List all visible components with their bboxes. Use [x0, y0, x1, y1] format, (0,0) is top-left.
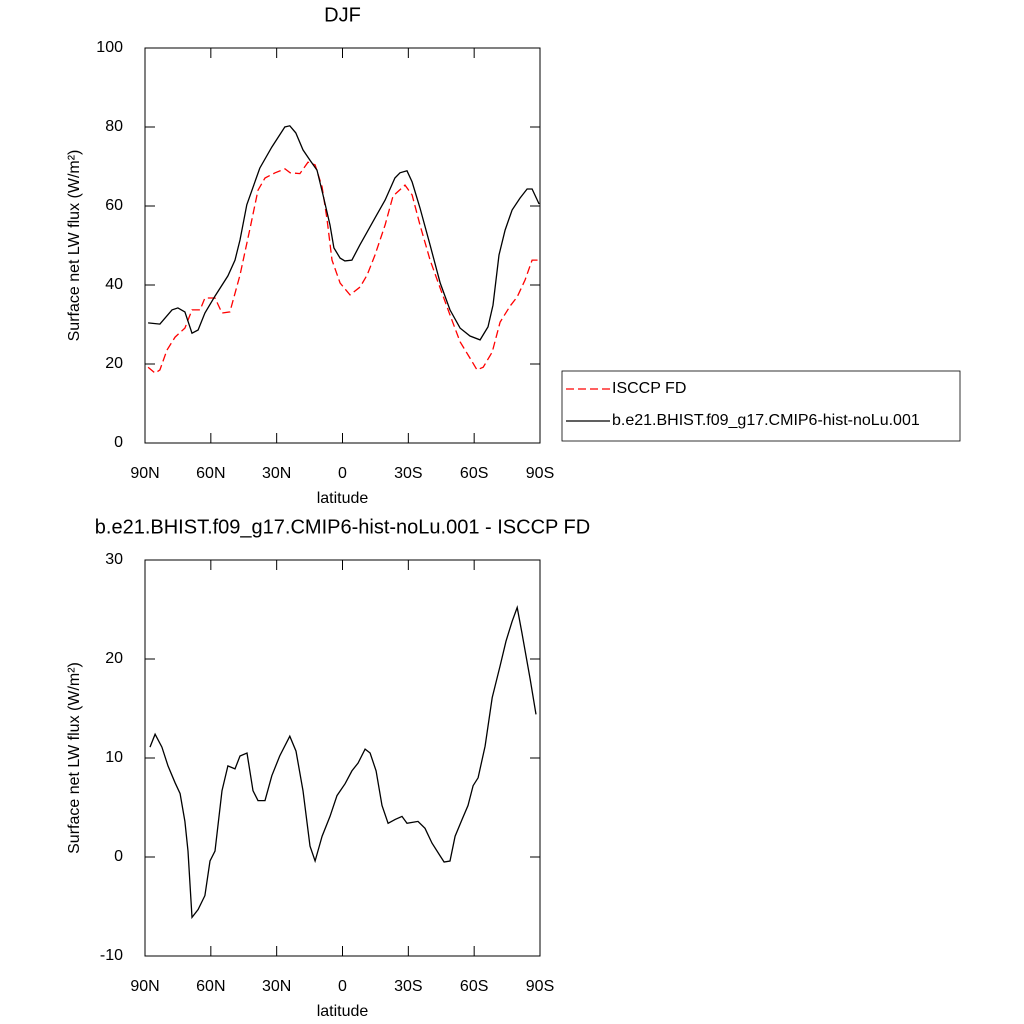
y-tick-label: 80: [105, 118, 123, 135]
x-tick-label: 60S: [460, 978, 488, 995]
x-tick-label: 30S: [394, 465, 422, 482]
x-tick-label: 60N: [196, 978, 225, 995]
x-tick-label: 30S: [394, 978, 422, 995]
x-axis-label: latitude: [317, 1003, 369, 1020]
legend: ISCCP FD b.e21.BHIST.f09_g17.CMIP6-hist-n…: [561, 370, 961, 442]
x-tick-label: 0: [338, 465, 347, 482]
y-axis-label: Surface net LW flux (W/m²): [66, 150, 83, 342]
plot-frame: [144, 47, 541, 444]
x-tick-label: 60S: [460, 465, 488, 482]
x-axis-label: latitude: [317, 490, 369, 507]
panel: b.e21.BHIST.f09_g17.CMIP6-hist-noLu.001 …: [66, 516, 590, 1020]
y-tick-label: 20: [105, 650, 123, 667]
x-tick-label: 0: [338, 978, 347, 995]
chart-title: b.e21.BHIST.f09_g17.CMIP6-hist-noLu.001 …: [95, 516, 590, 538]
x-tick-label: 90S: [526, 978, 554, 995]
legend-box: [561, 370, 961, 442]
x-tick-label: 90N: [130, 465, 159, 482]
data-line: [149, 605, 537, 920]
y-tick-label: 0: [114, 848, 123, 865]
y-tick-label: 100: [96, 39, 123, 56]
y-tick-label: 30: [105, 551, 123, 568]
y-tick-label: -10: [100, 947, 123, 964]
y-tick-label: 10: [105, 749, 123, 766]
panel: DJF 0 20 40 60 80 100 90N 60N 30N 0 30S 60S 90S latitu…: [66, 4, 961, 507]
y-axis-label: Surface net LW flux (W/m²): [66, 662, 83, 854]
series-line: [147, 161, 540, 374]
y-tick-label: 40: [105, 276, 123, 293]
x-tick-label: 30N: [262, 978, 291, 995]
chart-title: DJF: [324, 4, 361, 26]
y-tick-label: 20: [105, 355, 123, 372]
x-tick-label: 90N: [130, 978, 159, 995]
y-tick-label: 60: [105, 197, 123, 214]
x-tick-label: 90S: [526, 465, 554, 482]
legend-label: ISCCP FD: [612, 380, 686, 397]
legend-label: b.e21.BHIST.f09_g17.CMIP6-hist-noLu.001: [612, 412, 920, 429]
x-tick-label: 60N: [196, 465, 225, 482]
y-tick-label: 0: [114, 434, 123, 451]
x-tick-label: 30N: [262, 465, 291, 482]
series-line: [148, 125, 540, 341]
